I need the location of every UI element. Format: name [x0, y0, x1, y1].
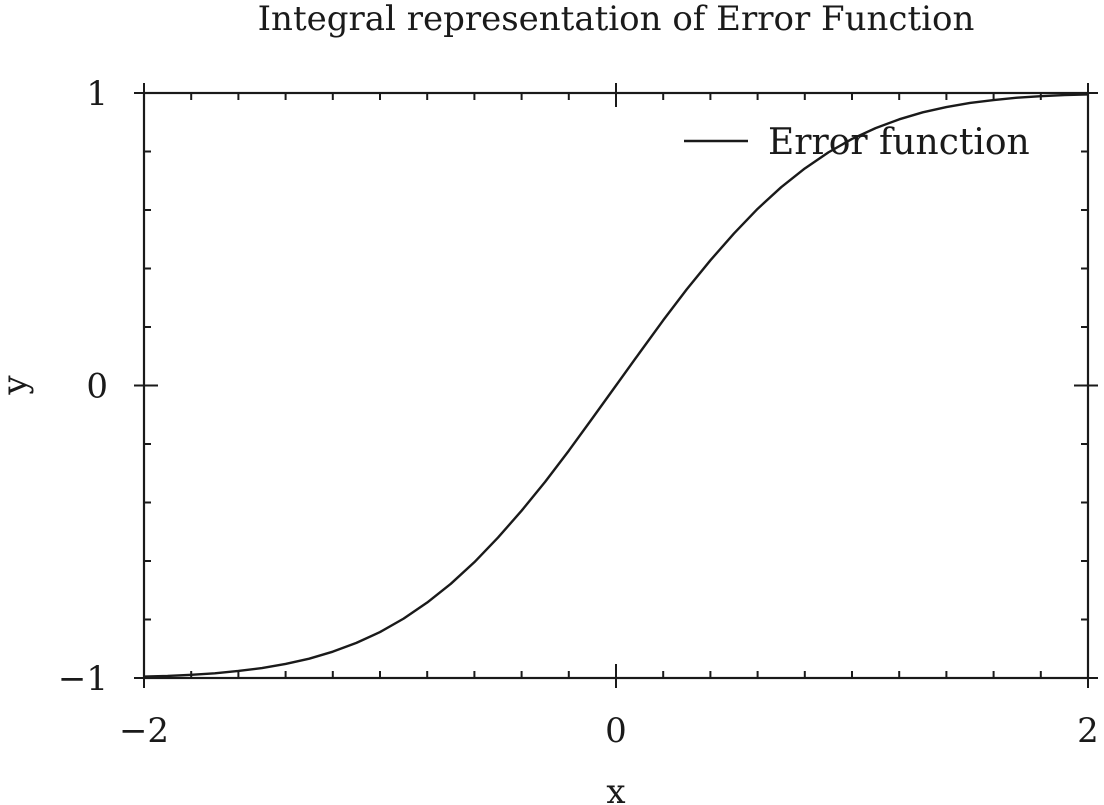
- plot-frame: [142, 91, 1090, 680]
- y-tick-label-0: −1: [58, 659, 108, 699]
- x-axis-label: x: [606, 772, 625, 805]
- series-line-error-function: [143, 93, 1089, 678]
- chart-title: Integral representation of Error Functio…: [258, 0, 975, 39]
- y-tick-label-2: 1: [86, 74, 108, 114]
- tick-labels: −2 0 2 −1 0 1: [58, 74, 1099, 751]
- x-tick-label-2: 2: [1077, 711, 1099, 751]
- y-axis-label: y: [0, 375, 35, 396]
- legend: Error function: [684, 122, 1030, 163]
- x-tick-label-1: 0: [605, 711, 627, 751]
- legend-label-error-function: Error function: [768, 122, 1030, 163]
- axis-ticks: [134, 83, 1098, 688]
- x-tick-label-0: −2: [119, 711, 169, 751]
- y-tick-label-1: 0: [86, 367, 108, 407]
